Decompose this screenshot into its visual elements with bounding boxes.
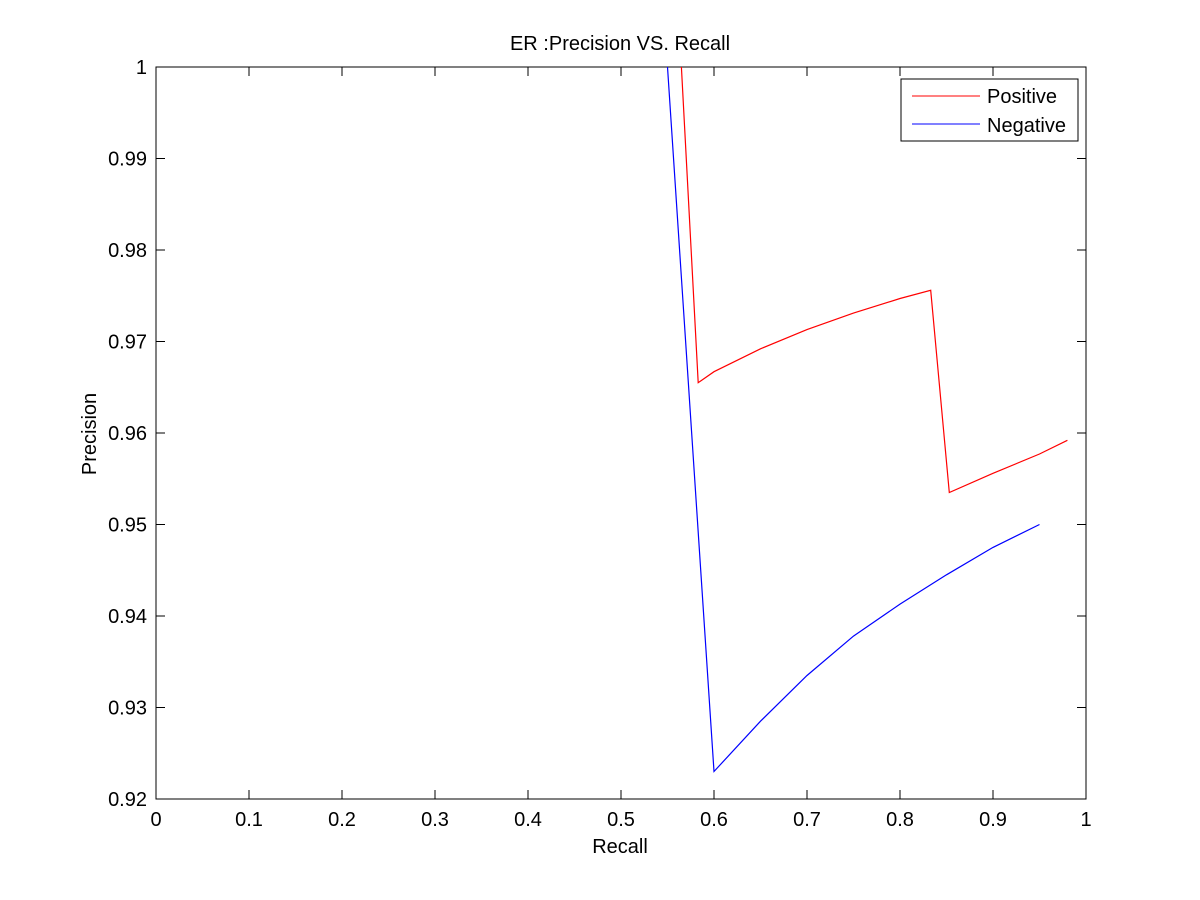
series-line-positive bbox=[680, 66, 1068, 494]
y-tick-label: 0.96 bbox=[108, 423, 147, 445]
x-axis-title: Recall bbox=[592, 836, 648, 858]
series-lines bbox=[666, 66, 1068, 773]
y-tick-label: 0.93 bbox=[108, 698, 147, 720]
y-tick-label: 1 bbox=[136, 57, 147, 79]
y-axis-title: Precision bbox=[79, 393, 101, 475]
x-tick-label: 0.2 bbox=[328, 809, 356, 831]
x-tick-label: 0.4 bbox=[514, 809, 542, 831]
legend-label-negative: Negative bbox=[987, 115, 1066, 137]
x-tick-label: 0 bbox=[150, 809, 161, 831]
y-axis-ticks bbox=[156, 66, 1086, 800]
x-tick-label: 0.9 bbox=[979, 809, 1007, 831]
x-tick-label: 0.3 bbox=[421, 809, 449, 831]
chart-title: ER :Precision VS. Recall bbox=[510, 33, 730, 55]
y-axis-tick-labels: 0.92 0.93 0.94 0.95 0.96 0.97 0.98 0.99 1 bbox=[108, 57, 147, 811]
x-tick-label: 0.6 bbox=[700, 809, 728, 831]
y-tick-label: 0.97 bbox=[108, 332, 147, 354]
y-tick-label: 0.92 bbox=[108, 789, 147, 811]
axes-frame bbox=[155, 66, 1087, 800]
x-tick-label: 0.1 bbox=[235, 809, 263, 831]
x-tick-label: 1 bbox=[1080, 809, 1091, 831]
legend-box bbox=[900, 78, 1079, 142]
plot-area bbox=[155, 66, 1087, 800]
y-tick-label: 0.99 bbox=[108, 149, 147, 171]
x-tick-label: 0.5 bbox=[607, 809, 635, 831]
y-tick-label: 0.95 bbox=[108, 515, 147, 537]
y-tick-label: 0.98 bbox=[108, 240, 147, 262]
x-axis-tick-labels: 0 0.1 0.2 0.3 0.4 0.5 0.6 0.7 0.8 0.9 1 bbox=[150, 809, 1091, 831]
x-tick-label: 0.7 bbox=[793, 809, 821, 831]
series-line-negative bbox=[666, 66, 1040, 773]
x-axis-ticks bbox=[155, 67, 1087, 799]
legend: Positive Negative bbox=[900, 78, 1079, 142]
y-tick-label: 0.94 bbox=[108, 606, 147, 628]
legend-label-positive: Positive bbox=[987, 86, 1057, 108]
x-tick-label: 0.8 bbox=[886, 809, 914, 831]
